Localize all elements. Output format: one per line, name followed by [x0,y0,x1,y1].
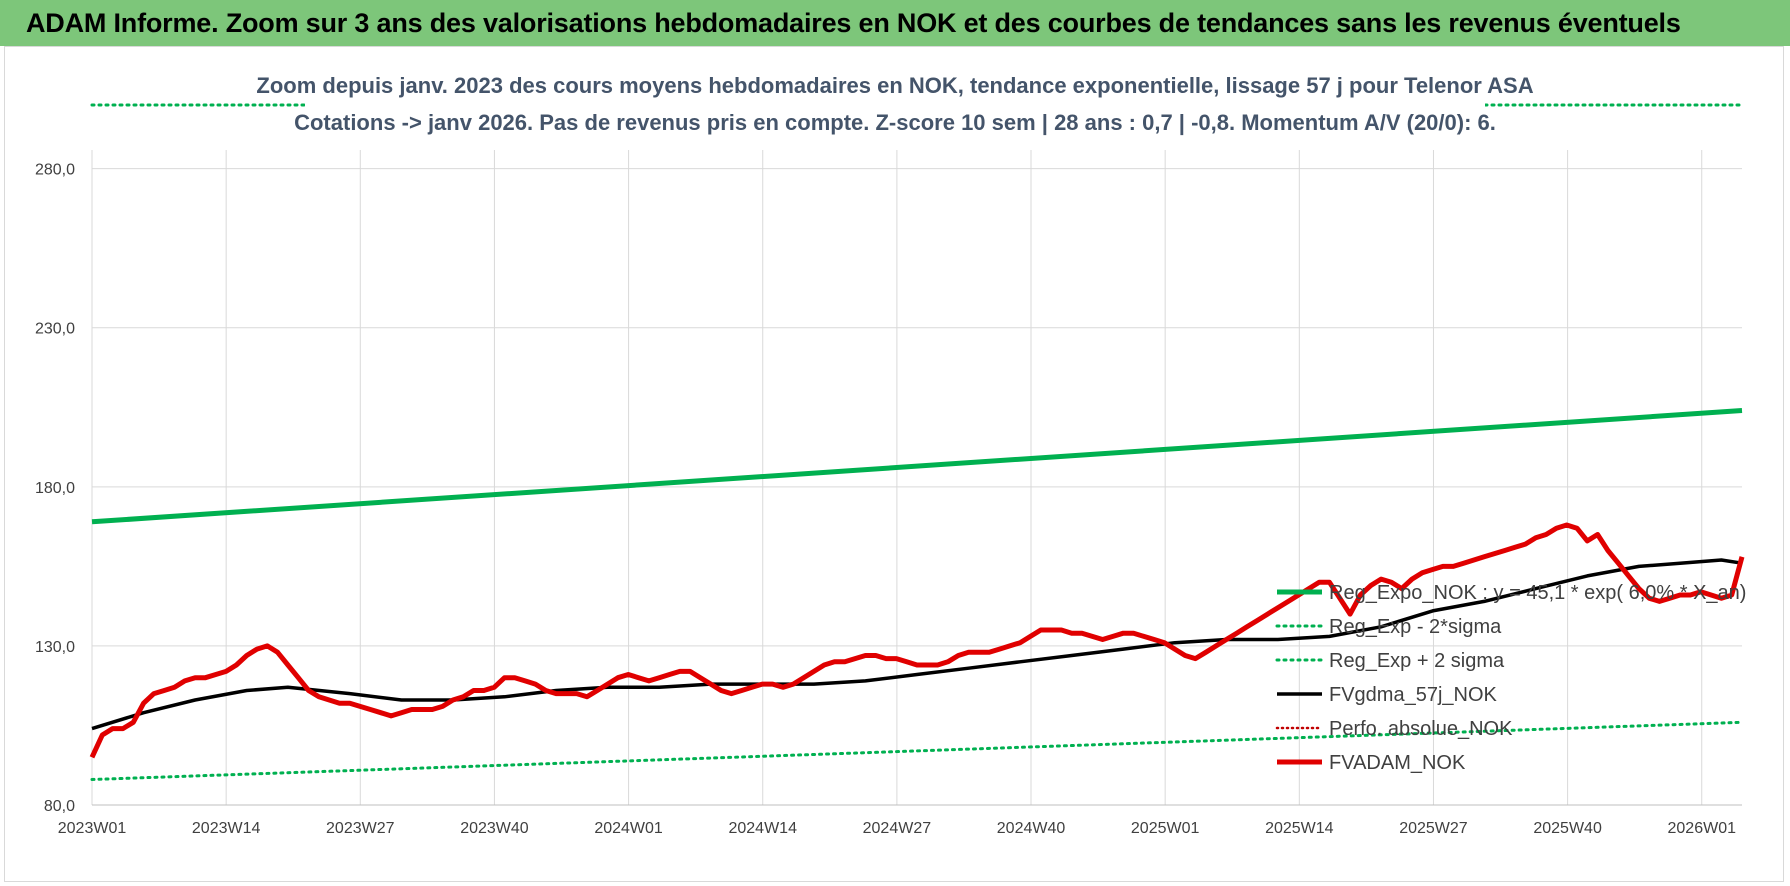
chart-title-line1: Zoom depuis janv. 2023 des cours moyens … [256,73,1533,98]
series-fvadam-legend-label: FVADAM_NOK [1329,752,1466,774]
x-tick-label: 2023W40 [460,820,529,837]
series-fvgdma-legend-label: FVgdma_57j_NOK [1329,684,1498,706]
series-fvgdma [91,558,1743,731]
series-reg-minus-2sigma-legend-label: Reg_Exp - 2*sigma [1329,616,1502,638]
chart-title-line2: Cotations -> janv 2026. Pas de revenus p… [294,110,1496,135]
legend: Reg_Expo_NOK : y = 45,1 * exp( 6,0% * X_… [1275,582,1746,774]
x-tick-label: 2025W01 [1131,820,1200,837]
y-tick-label: 230,0 [35,321,75,338]
page-title: ADAM Informe. Zoom sur 3 ans des valoris… [26,7,1681,38]
y-tick-label: 130,0 [35,639,75,656]
x-tick-label: 2024W40 [997,820,1066,837]
series-fvadam [89,522,1745,759]
x-tick-label: 2024W14 [728,820,797,837]
y-tick-label: 80,0 [44,798,75,815]
series-reg-minus-2sigma [90,720,1744,781]
series-reg-expo [91,408,1743,525]
header-bar: ADAM Informe. Zoom sur 3 ans des valoris… [0,0,1790,46]
x-tick-label: 2025W14 [1265,820,1334,837]
series-reg-expo-legend-label: Reg_Expo_NOK : y = 45,1 * exp( 6,0% * X_… [1329,582,1746,604]
series-perfo-absolue-legend-label: Perfo. absolue_NOK [1329,718,1513,740]
y-tick-label: 280,0 [35,162,75,179]
grid [91,150,1742,806]
series-layer [89,100,1745,781]
x-tick-label: 2023W14 [192,820,261,837]
x-tick-label: 2023W27 [326,820,395,837]
series-reg-plus-2sigma-legend-label: Reg_Exp + 2 sigma [1329,650,1505,672]
x-tick-label: 2024W01 [594,820,663,837]
subtitle-backdrop [305,62,1485,142]
x-tick-label: 2026W01 [1668,820,1737,837]
x-tick-label: 2024W27 [863,820,932,837]
chart-frame [4,46,1784,882]
axis-layer: 2023W01 2023W14 2023W27 2023W40 2024W01 2024W… [35,162,1742,837]
x-tick-label: 2025W27 [1399,820,1468,837]
x-tick-label: 2023W01 [58,820,127,837]
y-tick-label: 180,0 [35,480,75,497]
x-tick-label: 2025W40 [1533,820,1602,837]
